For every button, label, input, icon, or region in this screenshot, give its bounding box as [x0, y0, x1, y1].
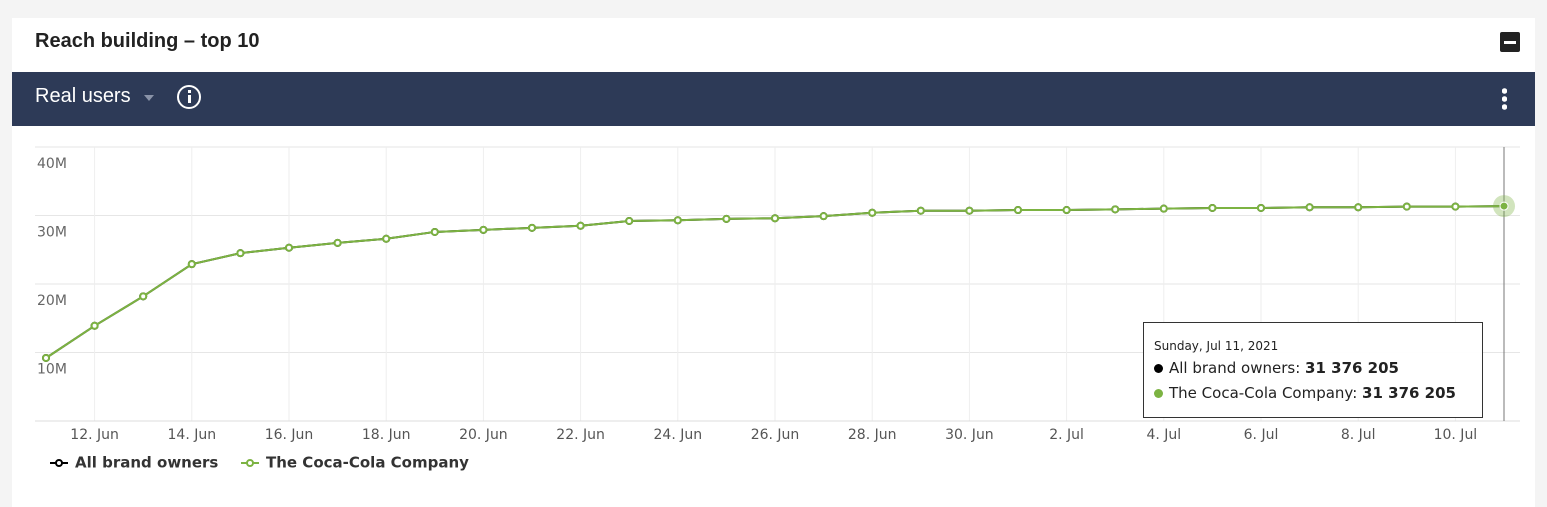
tooltip-value: 31 376 205 — [1305, 359, 1399, 377]
x-tick-label: 24. Jun — [654, 427, 703, 443]
x-tick-label: 2. Jul — [1049, 427, 1084, 443]
point — [625, 216, 634, 225]
widget: Reach building – top 10 Real users — [12, 18, 1535, 507]
point — [528, 223, 536, 232]
point — [576, 221, 585, 230]
point — [1257, 203, 1265, 212]
point — [1354, 203, 1363, 212]
point — [430, 227, 439, 236]
x-tick-label: 8. Jul — [1341, 427, 1376, 443]
point — [139, 292, 148, 301]
menu-button[interactable] — [1502, 87, 1507, 111]
tooltip-dot — [1154, 389, 1163, 398]
tooltip-series: The Coca-Cola Company — [1169, 384, 1362, 402]
widget-title: Reach building – top 10 — [35, 30, 260, 52]
point — [1062, 206, 1071, 215]
legend-marker — [246, 459, 254, 467]
x-tick-label: 14. Jun — [168, 427, 217, 443]
point — [868, 208, 877, 217]
tooltip-row: The Coca-Cola Company31 376 205 — [1154, 384, 1456, 402]
point — [819, 212, 828, 221]
toolbar: Real users — [12, 72, 1535, 126]
point — [771, 214, 779, 223]
x-tick-label: 30. Jun — [945, 427, 994, 443]
hover-point — [1499, 201, 1509, 211]
x-tick-label: 20. Jun — [459, 427, 508, 443]
tooltip-value: 31 376 205 — [1362, 384, 1456, 402]
x-tick-label: 28. Jun — [848, 427, 897, 443]
x-tick-label: 4. Jul — [1146, 427, 1181, 443]
x-tick-label: 18. Jun — [362, 427, 411, 443]
point — [382, 234, 391, 243]
tooltip-date: Sunday, Jul 11, 2021 — [1154, 339, 1279, 353]
tooltip-dot — [1154, 364, 1163, 373]
point — [916, 206, 925, 215]
y-tick-label: 20M — [37, 293, 67, 309]
x-tick-label: 12. Jun — [70, 427, 119, 443]
point — [285, 243, 293, 252]
point — [1451, 202, 1460, 211]
point — [236, 249, 245, 258]
point — [1208, 203, 1217, 212]
y-tick-label: 40M — [37, 156, 67, 172]
point — [187, 260, 196, 269]
point — [479, 225, 488, 234]
point — [42, 353, 50, 362]
dropdown-caret[interactable] — [144, 95, 154, 101]
point — [333, 238, 342, 247]
x-tick-label: 6. Jul — [1244, 427, 1279, 443]
metric-dropdown[interactable]: Real users — [35, 85, 131, 107]
legend-label: All brand owners — [75, 454, 218, 472]
info-icon[interactable] — [177, 85, 201, 109]
point — [965, 206, 974, 215]
point — [673, 216, 682, 225]
tooltip-series: All brand owners — [1169, 359, 1305, 377]
point — [1402, 202, 1411, 211]
y-tick-label: 30M — [37, 225, 67, 241]
x-tick-label: 16. Jun — [265, 427, 314, 443]
tooltip: Sunday, Jul 11, 2021 All brand owners31 … — [1143, 322, 1483, 418]
point — [1014, 206, 1022, 215]
x-tick-label: 22. Jun — [556, 427, 605, 443]
legend-marker — [55, 459, 63, 467]
point — [1159, 204, 1168, 213]
tooltip-row: All brand owners31 376 205 — [1154, 359, 1399, 377]
point — [90, 321, 99, 330]
collapse-button[interactable] — [1500, 32, 1520, 52]
y-tick-label: 10M — [37, 362, 67, 378]
point — [722, 214, 731, 223]
point — [1111, 205, 1120, 214]
x-tick-label: 26. Jun — [751, 427, 800, 443]
point — [1305, 203, 1314, 212]
x-tick-label: 10. Jul — [1434, 427, 1478, 443]
legend-label: The Coca-Cola Company — [266, 454, 469, 472]
